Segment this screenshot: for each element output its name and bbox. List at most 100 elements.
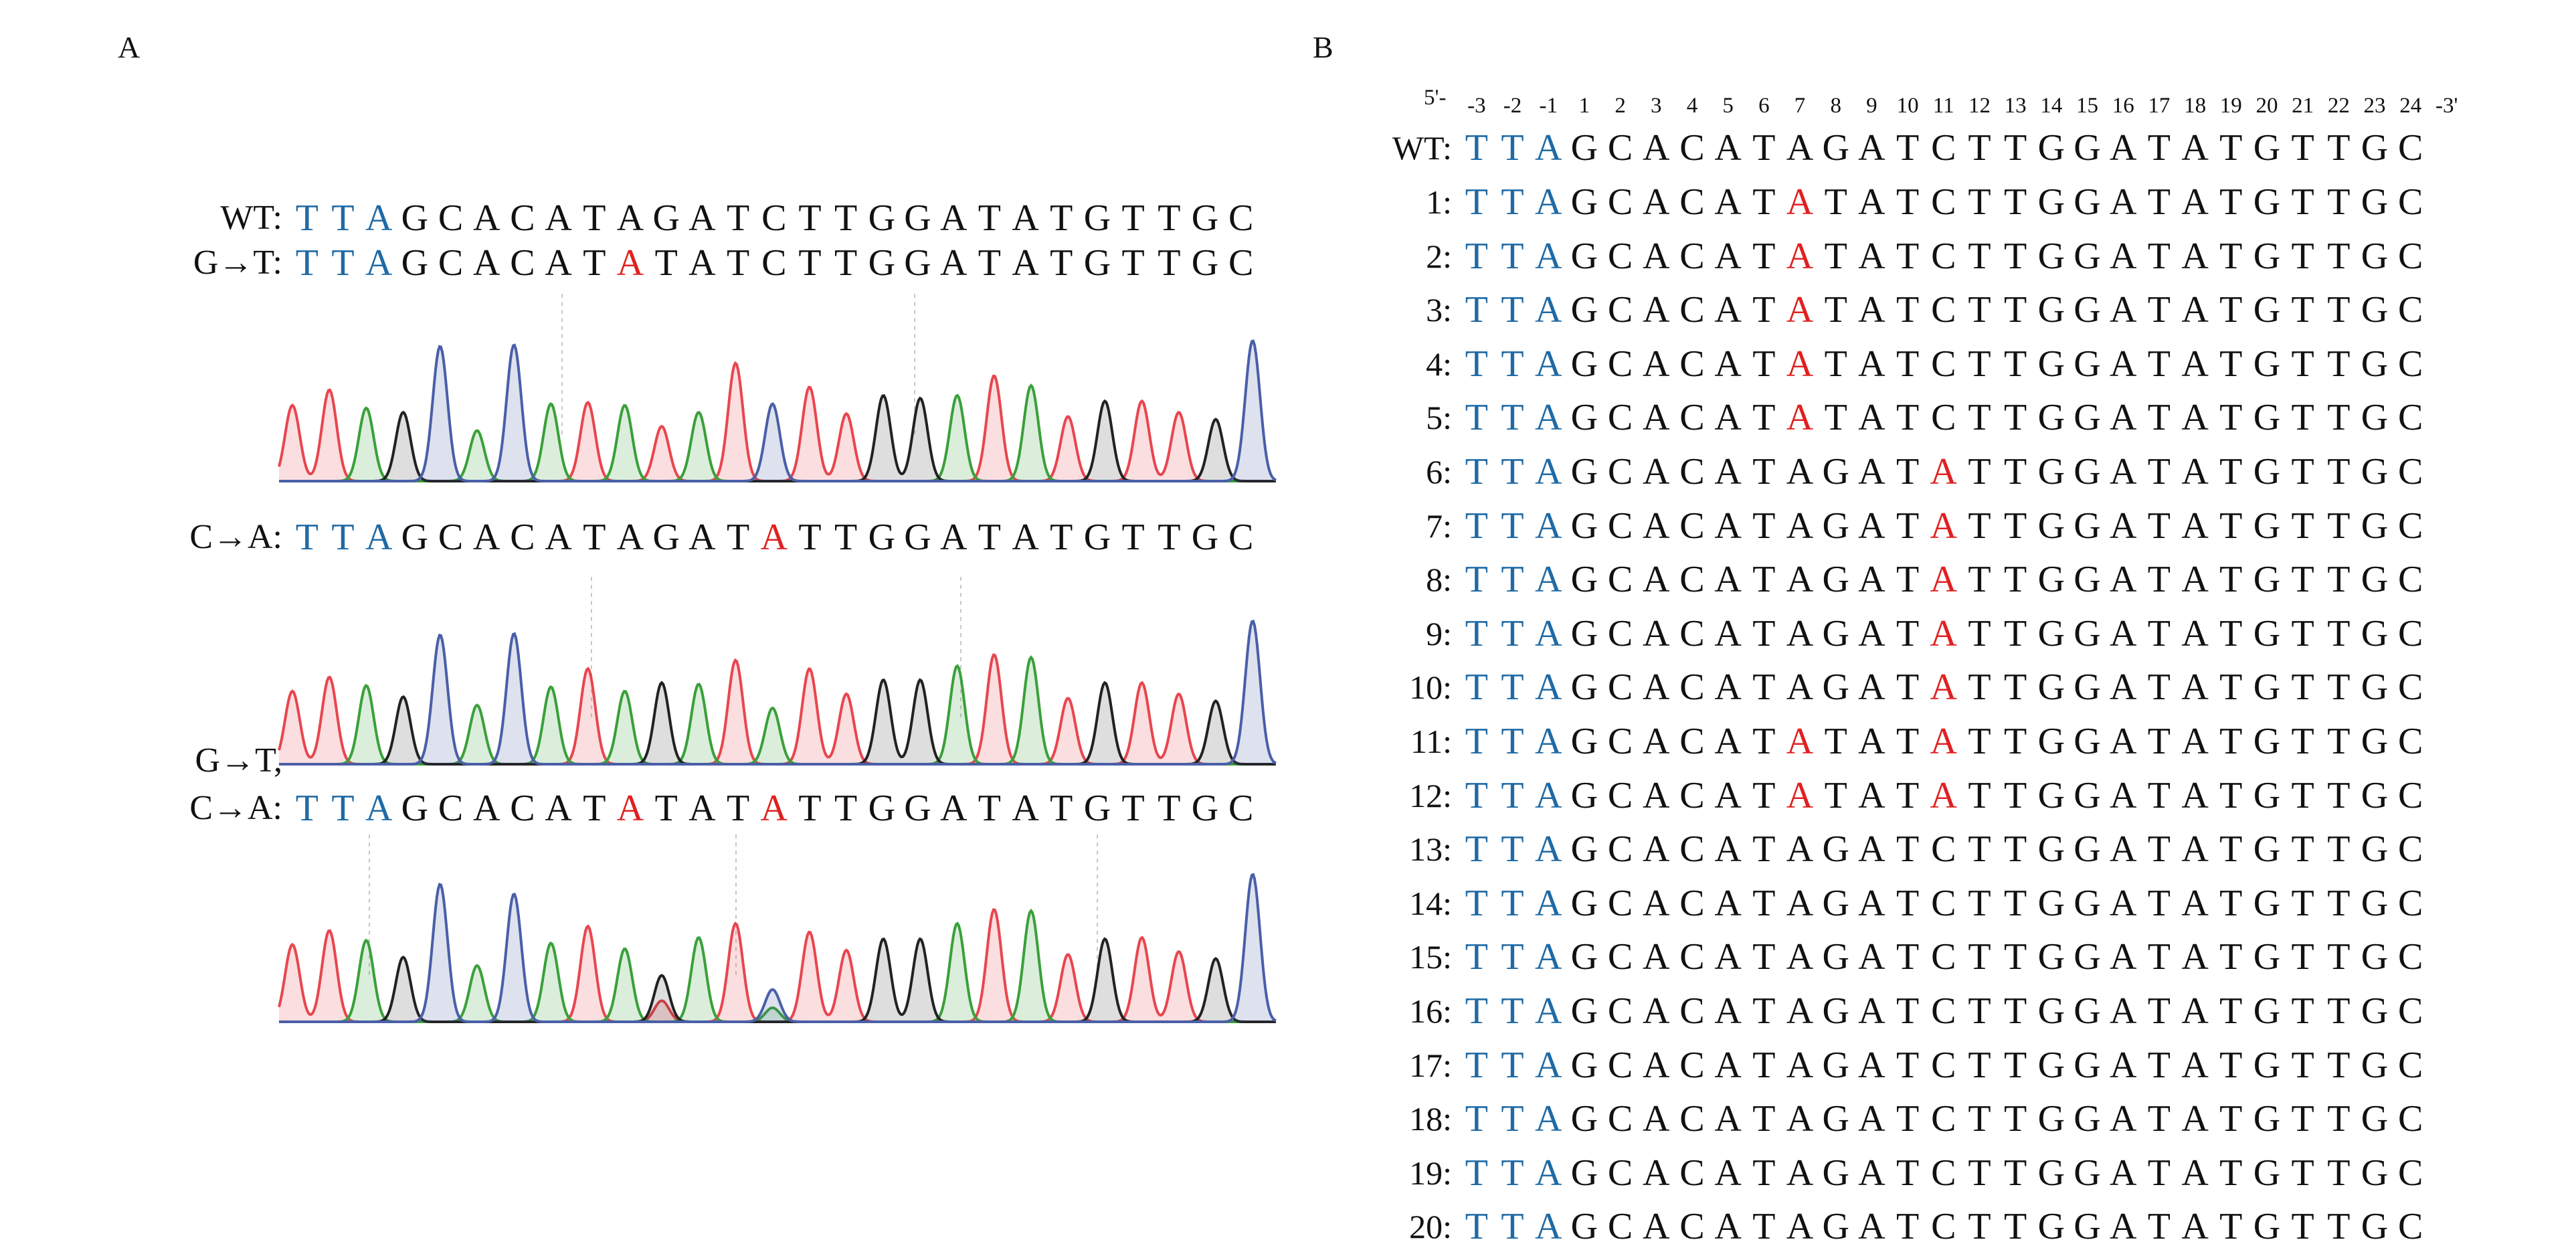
nucleotide: A [1858,559,1885,601]
nucleotide: T [2327,666,2351,709]
nucleotide: T [1896,127,1920,169]
nucleotide: A [1714,559,1742,601]
nucleotide: T [2004,559,2027,601]
nucleotide: T [2004,343,2027,385]
position-number: 1 [1578,94,1590,118]
nucleotide: C [2398,990,2423,1032]
nucleotide: A [1534,828,1562,871]
nucleotide: G [2361,936,2389,978]
nucleotide: G [2037,235,2065,277]
nucleotide: T [2004,666,2027,709]
row-label: 10: [1409,668,1452,707]
nucleotide: T [1501,774,1524,816]
nucleotide: T [2147,1044,2171,1086]
nucleotide: A [939,197,968,239]
position-number: 12 [1968,94,1991,118]
nucleotide: T [1968,1098,1991,1140]
nucleotide: T [654,788,678,829]
nucleotide: G [2253,721,2281,762]
nucleotide: A [2181,828,2209,871]
nucleotide: T [583,517,606,558]
nucleotide: T [2219,990,2243,1032]
nucleotide: T [1968,343,1991,385]
nucleotide: A [365,197,393,239]
nucleotide: A [1534,721,1562,762]
nucleotide: A [1714,1152,1742,1194]
nucleotide: C [1679,505,1705,547]
nucleotide: A [2109,882,2137,924]
nucleotide: T [2291,990,2314,1032]
nucleotide: A [1012,242,1039,284]
nucleotide: T [2291,451,2314,493]
nucleotide: T [1824,181,1847,223]
nucleotide: A [545,517,572,558]
nucleotide: T [1896,612,1920,654]
nucleotide: T [1752,882,1776,924]
nucleotide: A [2181,1098,2209,1140]
row-label: 18: [1409,1100,1452,1138]
nucleotide: G [1191,788,1219,829]
nucleotide: A [1786,559,1814,601]
nucleotide: A [2181,289,2209,331]
nucleotide: T [1050,242,1073,284]
nucleotide: G [1570,1206,1598,1248]
nucleotide: G [2074,1098,2101,1140]
nucleotide: A [2109,1206,2137,1248]
nucleotide: T [1465,774,1488,816]
row-label: 2: [1426,237,1452,275]
nucleotide: A [545,788,572,829]
trace-line-G [279,393,1276,482]
nucleotide: C [2398,343,2423,385]
nucleotide: T [1968,451,1991,493]
nucleotide: C [1607,828,1633,871]
nucleotide: C [1931,289,1956,331]
nucleotide: G [2037,990,2065,1032]
nucleotide: G [2361,397,2389,439]
nucleotide: G [2253,235,2281,277]
nucleotide: A [2181,666,2209,709]
nucleotide: A [473,197,500,239]
position-number: 19 [2219,94,2242,118]
nucleotide: T [583,197,606,239]
nucleotide: T [1501,505,1524,547]
nucleotide: C [438,517,464,558]
trace-line-C [279,339,1277,482]
nucleotide: A [616,517,644,558]
nucleotide: A [1534,289,1562,331]
nucleotide: T [726,242,750,284]
nucleotide: G [1822,666,1849,709]
nucleotide: C [438,242,464,284]
nucleotide: A [2181,1152,2209,1194]
nucleotide: T [1501,343,1524,385]
nucleotide: G [2074,1152,2101,1194]
nucleotide: T [1968,990,1991,1032]
nucleotide: A [939,242,968,284]
nucleotide: A [1714,666,1742,709]
nucleotide: A [1534,990,1562,1032]
nucleotide: T [1968,505,1991,547]
nucleotide: A [1714,397,1742,439]
nucleotide: T [1501,936,1524,978]
nucleotide: T [798,242,822,284]
nucleotide: G [1822,1152,1849,1194]
nucleotide: A [1534,505,1562,547]
nucleotide: T [1752,828,1776,871]
nucleotide: G [1822,936,1849,978]
nucleotide: T [1501,397,1524,439]
nucleotide: A [1643,397,1670,439]
nucleotide: G [2253,1098,2281,1140]
nucleotide: A [1714,612,1742,654]
nucleotide: G [2037,666,2065,709]
nucleotide: C [1607,397,1633,439]
nucleotide: A [1534,1152,1562,1194]
row-label: C→A: [189,518,282,556]
nucleotide: T [2219,1044,2243,1086]
nucleotide: G [2361,289,2389,331]
nucleotide: G [2074,666,2101,709]
nucleotide: C [1679,774,1705,816]
nucleotide: G [2037,1044,2065,1086]
nucleotide: A [1643,612,1670,654]
position-number: 8 [1830,94,1841,118]
